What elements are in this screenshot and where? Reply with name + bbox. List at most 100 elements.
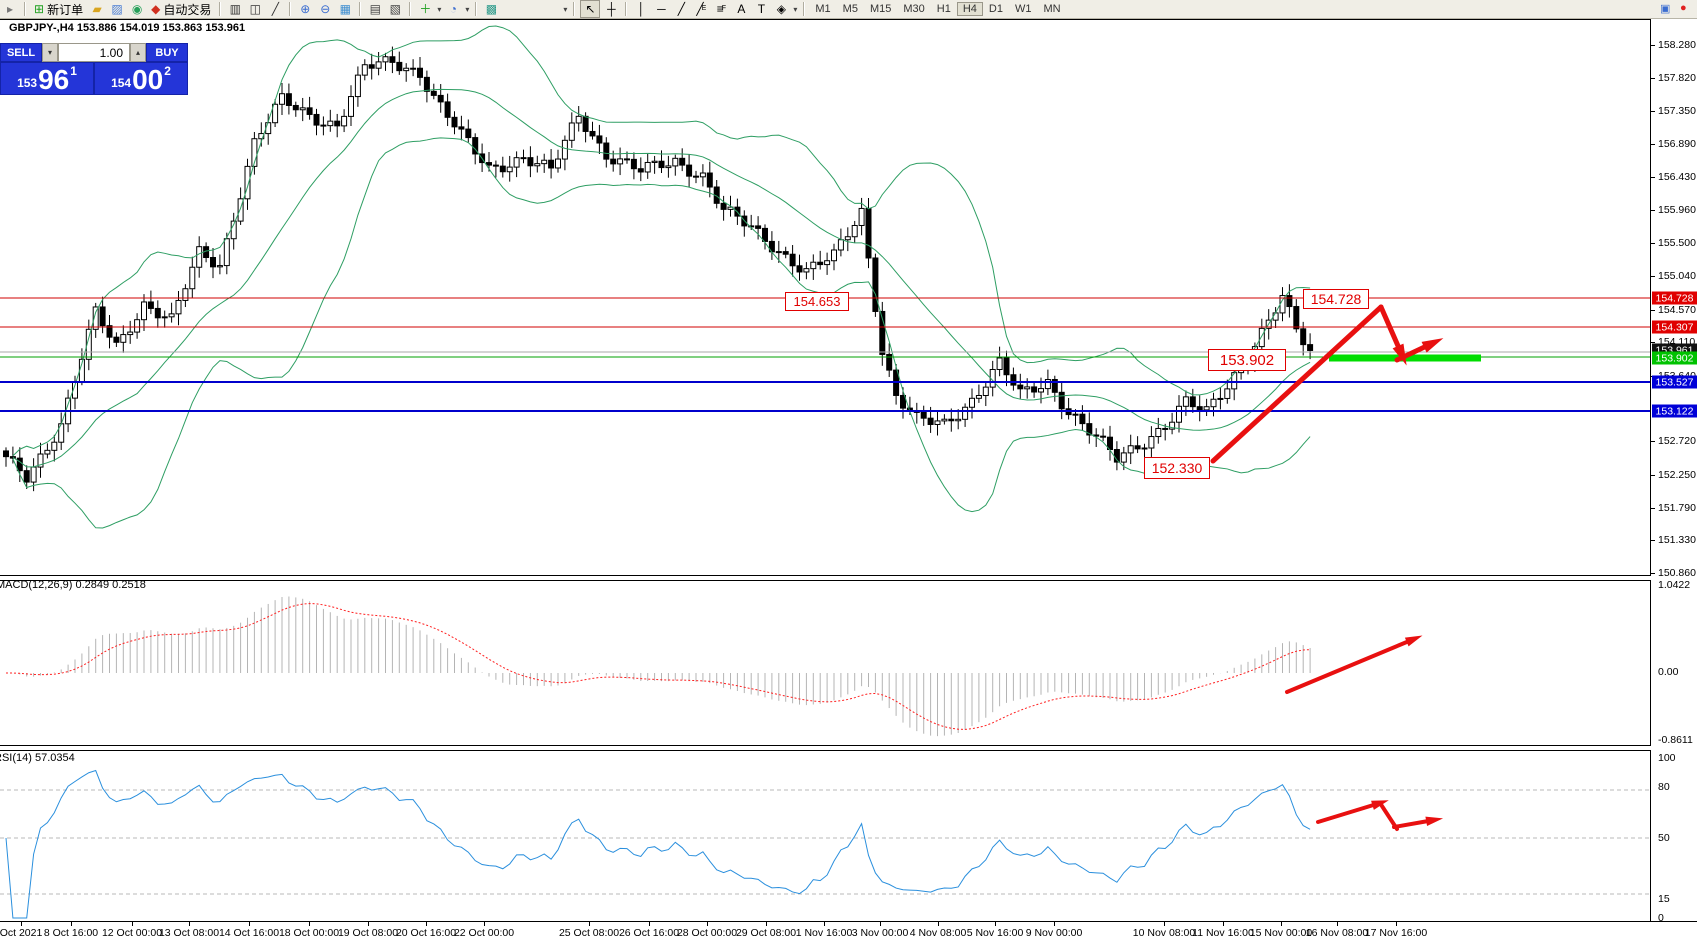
time-axis-label: 25 Oct 08:00	[558, 927, 620, 939]
timeframe-h4[interactable]: H4	[956, 2, 983, 16]
price-axis-tick	[1651, 573, 1655, 574]
add-indicator-icon[interactable]: ＋	[419, 2, 432, 16]
candlestick-chart-icon[interactable]: ◫	[249, 2, 261, 16]
price-axis-tick	[1651, 540, 1655, 541]
gold-icon[interactable]: ▰	[92, 2, 102, 16]
toolbar-separator	[625, 2, 628, 16]
notification-icon[interactable]: ●	[1680, 2, 1687, 14]
price-annotation[interactable]: 152.330	[1144, 457, 1210, 479]
trend-arrow[interactable]	[1210, 304, 1384, 464]
time-axis-label: 10 Nov 08:00	[1132, 927, 1196, 939]
time-axis-label: 29 Oct 08:00	[735, 927, 797, 939]
sell-price-sup: 1	[70, 64, 77, 78]
time-axis-label: 12 Oct 00:00	[101, 927, 163, 939]
rsi-arrow[interactable]	[1392, 816, 1444, 829]
zoom-in-icon[interactable]: ⊕	[300, 2, 311, 16]
rsi-pane[interactable]	[0, 749, 1650, 920]
period-clock-icon[interactable]: ◔	[449, 2, 457, 16]
time-axis-label: 28 Oct 00:00	[676, 927, 738, 939]
price-axis-tick	[1651, 276, 1655, 277]
price-axis-label: 151.790	[1658, 502, 1696, 514]
sell-button[interactable]: SELL	[0, 43, 42, 62]
line-chart-icon[interactable]: ╱	[271, 2, 279, 16]
text-label-icon[interactable]: T	[757, 2, 766, 16]
time-axis[interactable]: Oct 2021 8 Oct 16:00 12 Oct 00:00 13 Oct 08…	[0, 921, 1697, 941]
dropdown-caret-icon[interactable]: ▾	[793, 4, 798, 14]
rsi-pane-separator[interactable]	[0, 745, 1697, 751]
toolbar-separator	[409, 2, 412, 16]
time-axis-label: 5 Nov 16:00	[966, 927, 1024, 939]
auto-scroll-icon[interactable]: ▤	[369, 2, 381, 16]
dropdown-caret-icon[interactable]: ▾	[465, 4, 470, 14]
macd-arrow[interactable]	[1285, 635, 1423, 694]
timeframe-w1[interactable]: W1	[1014, 3, 1032, 15]
timeframe-m15[interactable]: M15	[869, 3, 892, 15]
rsi-arrow[interactable]	[1378, 801, 1399, 831]
timeframe-d1[interactable]: D1	[988, 3, 1003, 15]
price-axis-label: 156.430	[1658, 171, 1696, 183]
dropdown-caret-icon[interactable]: ▾	[563, 4, 568, 14]
auto-trading-button[interactable]: ◆ 自动交易	[151, 2, 212, 17]
buy-button[interactable]: BUY	[146, 43, 188, 62]
chart-shift-icon[interactable]: ▧	[389, 2, 401, 16]
crosshair-icon[interactable]: ┼	[607, 2, 616, 16]
price-axis-tick	[1651, 342, 1655, 343]
fibonacci-icon[interactable]: ≡ F	[716, 2, 727, 16]
time-axis-label: 26 Oct 16:00	[618, 927, 680, 939]
time-axis-label: 1 Nov 16:00	[795, 927, 853, 939]
price-axis-tick	[1651, 210, 1655, 211]
cursor-icon[interactable]: ↖	[580, 0, 601, 18]
price-axis-label: 155.960	[1658, 204, 1696, 216]
buy-price-small: 154	[111, 76, 132, 90]
text-icon[interactable]: A	[737, 2, 746, 16]
macd-pane[interactable]	[0, 579, 1650, 745]
horizontal-level-lines[interactable]	[0, 297, 1650, 412]
macd-axis-label: -0.8611	[1658, 734, 1693, 746]
price-annotation[interactable]: 154.728	[1303, 289, 1369, 309]
bar-chart-icon[interactable]: ▥	[229, 2, 241, 16]
new-order-button[interactable]: ⊞ 新订单	[34, 2, 84, 17]
template-icon[interactable]: ▩	[485, 2, 498, 16]
time-axis-label: 4 Nov 08:00	[909, 927, 967, 939]
chart-window-icon[interactable]: ▣	[1660, 3, 1671, 15]
sell-price-button[interactable]: 153 96 1	[0, 62, 94, 95]
shapes-icon[interactable]: ◈	[776, 2, 786, 16]
price-annotation[interactable]: 153.902	[1208, 349, 1286, 371]
channel-icon[interactable]: ╱ E	[696, 2, 707, 16]
market-watch-icon[interactable]: ▨	[111, 2, 123, 16]
main-chart-pane[interactable]	[0, 19, 1650, 575]
buy-price-big: 00	[132, 64, 164, 95]
time-axis-tick	[309, 922, 310, 926]
dropdown-caret-icon[interactable]: ▾	[437, 4, 442, 14]
zoom-out-icon[interactable]: ⊖	[320, 2, 331, 16]
quote-line: GBPJPY-,H4 153.886 154.019 153.863 153.9…	[9, 22, 246, 34]
timeframe-m1[interactable]: M1	[815, 3, 831, 15]
timeframe-mn[interactable]: MN	[1043, 3, 1061, 15]
horizontal-line-icon[interactable]: ─	[657, 2, 666, 16]
volume-up-button[interactable]: ▴	[130, 43, 146, 62]
volume-input[interactable]: 1.00	[58, 43, 130, 62]
timeframe-m5[interactable]: M5	[842, 3, 858, 15]
time-axis-tick	[880, 922, 881, 926]
price-axis-tick	[1651, 508, 1655, 509]
price-axis-label: 150.860	[1658, 567, 1696, 579]
price-axis-label: 155.040	[1658, 270, 1696, 282]
rsi-label: RSI(14) 57.0354	[0, 752, 75, 764]
trend-arrow[interactable]	[1378, 304, 1407, 366]
trend-arrow[interactable]	[1394, 338, 1444, 363]
signal-icon[interactable]: ◉	[131, 2, 143, 16]
time-axis-tick	[824, 922, 825, 926]
price-annotation[interactable]: 154.653	[785, 292, 849, 311]
timeframe-h1[interactable]: H1	[936, 3, 951, 15]
corner-cursor-icon[interactable]: ▸	[6, 2, 14, 16]
macd-pane-separator[interactable]	[0, 575, 1697, 581]
buy-price-button[interactable]: 154 00 2	[94, 62, 188, 95]
vertical-line-icon[interactable]: │	[637, 2, 646, 16]
volume-down-button[interactable]: ▾	[42, 43, 58, 62]
price-badge: 153.122	[1652, 404, 1697, 418]
tile-windows-icon[interactable]: ▦	[339, 2, 351, 16]
macd-axis-label: 1.0422	[1658, 579, 1691, 591]
timeframe-m30[interactable]: M30	[903, 3, 925, 15]
trendline-icon[interactable]: ╱	[677, 2, 685, 16]
price-axis[interactable]: 158.280 157.820 157.350 156.890 156.430 155.9…	[1651, 19, 1697, 924]
